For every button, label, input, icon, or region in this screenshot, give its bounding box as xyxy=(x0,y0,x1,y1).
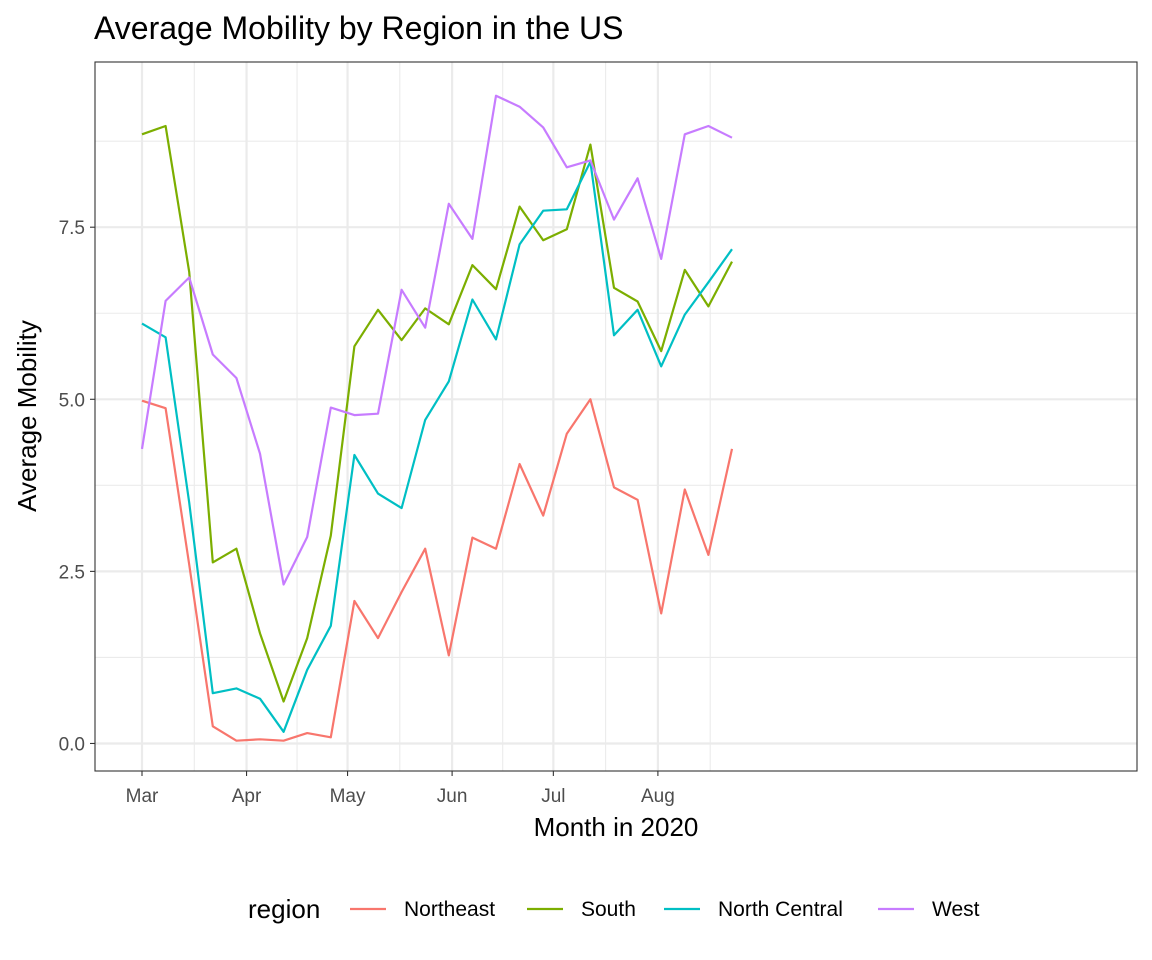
x-tick-label: Jul xyxy=(541,786,565,807)
x-tick-label: Jun xyxy=(437,786,468,807)
legend-label: South xyxy=(581,898,636,921)
major-gridlines xyxy=(95,62,1137,771)
y-tick-label: 7.5 xyxy=(59,218,85,239)
minor-gridlines xyxy=(95,62,1137,771)
y-tick-label: 2.5 xyxy=(59,562,85,583)
x-tick-label: May xyxy=(330,786,366,807)
plot-panel-border xyxy=(94,61,1138,772)
series-line-west xyxy=(140,94,733,586)
series-line-north-central xyxy=(141,160,733,733)
legend: region Northeast South North Central West xyxy=(248,894,980,924)
x-tick-label: Aug xyxy=(641,786,675,807)
series-line-south xyxy=(141,124,733,703)
legend-label: North Central xyxy=(718,898,843,921)
series-lines xyxy=(140,94,734,742)
x-axis-title: Month in 2020 xyxy=(534,812,699,842)
x-tick-label: Mar xyxy=(126,786,159,807)
y-tick-label: 0.0 xyxy=(59,734,85,755)
x-tick-label: Apr xyxy=(232,786,262,807)
legend-label: Northeast xyxy=(404,898,495,921)
legend-title: region xyxy=(248,894,320,924)
chart-title: Average Mobility by Region in the US xyxy=(94,10,623,46)
legend-label: West xyxy=(932,898,980,921)
series-line-northeast xyxy=(141,398,734,742)
y-axis-ticks: 0.0 2.5 5.0 7.5 xyxy=(59,218,95,755)
x-axis-ticks: Mar Apr May Jun Jul Aug xyxy=(126,771,675,807)
y-axis-title: Average Mobility xyxy=(12,320,42,512)
y-tick-label: 5.0 xyxy=(59,390,85,411)
